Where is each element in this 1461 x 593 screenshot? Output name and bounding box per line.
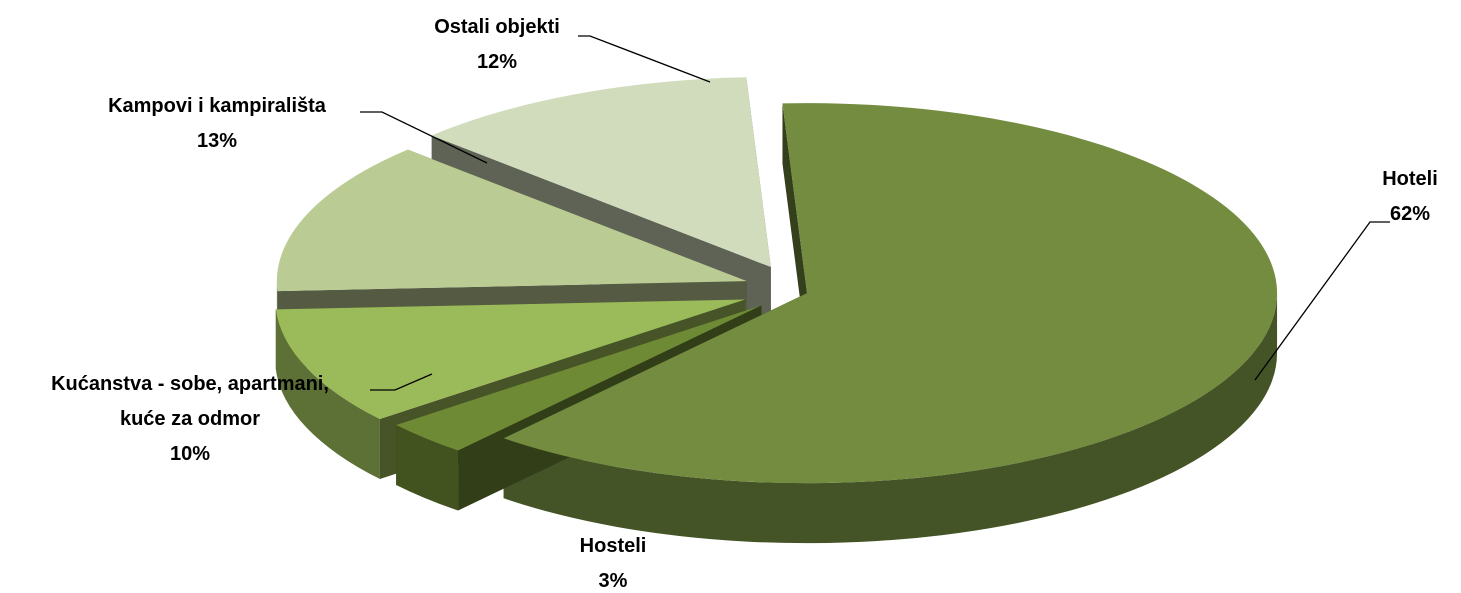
data-label-2: Hosteli 3% bbox=[580, 535, 647, 588]
data-label-4-line-2: 13% bbox=[197, 130, 237, 152]
leader-line-5 bbox=[578, 35, 711, 83]
data-label-5-line-1: Ostali objekti bbox=[434, 16, 560, 38]
leader-line-3 bbox=[370, 373, 433, 391]
data-label-3-line-2: kuće za odmor bbox=[120, 408, 260, 430]
slice-2-wall-2 bbox=[396, 305, 762, 485]
slice-tops-layer bbox=[275, 77, 1278, 484]
data-label-5: Ostali objekti 12% bbox=[434, 16, 560, 73]
data-label-3: Kućanstva - sobe, apartmani, kuće za odmo… bbox=[51, 373, 329, 465]
data-label-4: Kampovi i kampirališta 13% bbox=[108, 95, 327, 152]
data-label-5-line-2: 12% bbox=[477, 51, 517, 73]
data-label-2-line-2: 3% bbox=[599, 570, 628, 588]
slice-1-wall-1 bbox=[782, 103, 808, 354]
slice-2 bbox=[396, 305, 762, 451]
slice-4 bbox=[276, 149, 747, 292]
data-label-1-line-2: 62% bbox=[1390, 203, 1430, 225]
data-labels-layer: Hoteli 62% Hosteli 3% Kućanstva - sobe, apar… bbox=[51, 16, 1438, 592]
data-label-2-line-1: Hosteli bbox=[580, 535, 647, 557]
data-label-3-line-3: 10% bbox=[170, 443, 210, 465]
leader-line-4 bbox=[360, 111, 488, 164]
slice-3-outer-side bbox=[275, 309, 380, 480]
leader-line-1 bbox=[1254, 221, 1390, 381]
slice-5 bbox=[431, 77, 771, 267]
data-label-3-line-1: Kućanstva - sobe, apartmani, bbox=[51, 373, 329, 395]
data-label-4-line-1: Kampovi i kampirališta bbox=[108, 95, 327, 117]
data-label-1-line-1: Hoteli bbox=[1382, 168, 1438, 190]
slice-2-outer-side bbox=[396, 424, 459, 511]
slice-3 bbox=[275, 299, 746, 420]
data-label-1: Hoteli 62% bbox=[1382, 168, 1438, 225]
slice-1 bbox=[503, 103, 1278, 484]
leader-lines-layer bbox=[360, 35, 1390, 391]
slice-1-outer-side bbox=[503, 293, 1278, 544]
